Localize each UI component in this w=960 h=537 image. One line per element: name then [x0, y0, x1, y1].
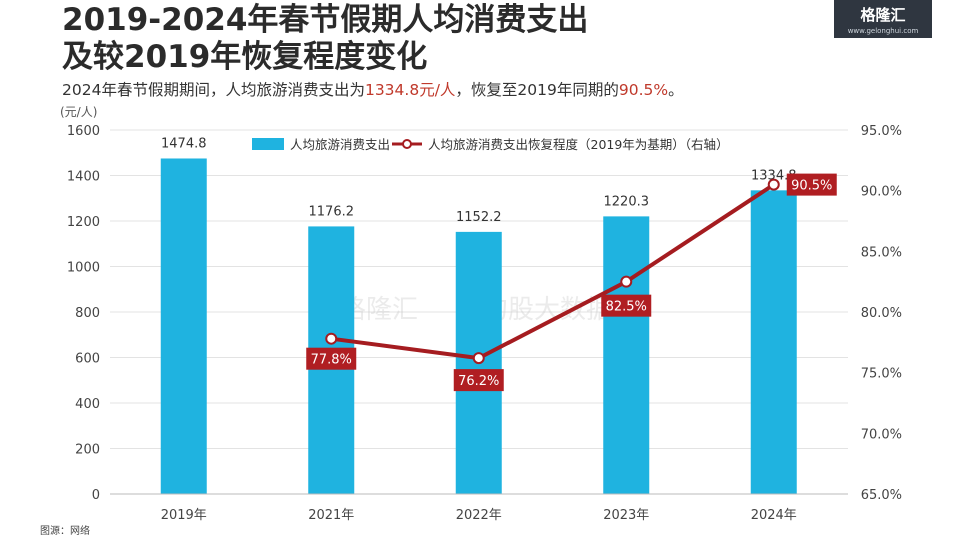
bar-value-label: 1334.8 [751, 168, 797, 183]
logo-url: www.gelonghui.com [847, 26, 919, 35]
x-tick-label: 2019年 [161, 508, 207, 523]
right-tick-label: 90.0% [861, 185, 902, 200]
legend-swatch-bar [252, 138, 284, 150]
right-tick-label: 75.0% [861, 367, 902, 382]
line-value-badge [786, 173, 837, 196]
right-tick-label: 70.0% [861, 427, 902, 442]
subtitle-highlight-spend: 1334.8元/人 [364, 81, 456, 99]
left-tick-label: 800 [75, 306, 100, 321]
subtitle-part-2: ，恢复至2019年同期的 [455, 81, 619, 99]
x-axis-ticks: 2019年 2021年 2022年 2023年 2024年 [110, 493, 848, 523]
x-tick-label: 2022年 [456, 508, 502, 523]
left-tick-label: 1400 [67, 170, 100, 185]
left-tick-label: 1600 [67, 124, 100, 139]
line-point [767, 178, 780, 191]
right-tick-label: 80.0% [861, 306, 902, 321]
bar [750, 190, 797, 494]
line-value-badge [453, 369, 504, 392]
left-axis-unit: (元/人) [60, 105, 98, 119]
line-value-label: 82.5% [606, 300, 647, 315]
left-axis-ticks: 0 200 400 600 800 1000 1200 1400 1600 [67, 124, 100, 503]
legend-label-bar: 人均旅游消费支出 [290, 137, 390, 152]
line-series: 77.8% 76.2% 82.5% 90.5% [306, 173, 837, 392]
legend-swatch-marker [402, 139, 412, 149]
line-value-badge [601, 294, 652, 317]
line-value-label: 76.2% [458, 374, 499, 389]
right-tick-label: 65.0% [861, 488, 902, 503]
chart-title: 2019-2024年春节假期人均消费支出 及较2019年恢复程度变化 [62, 2, 588, 76]
x-tick-label: 2024年 [751, 508, 797, 523]
x-tick-label: 2021年 [308, 508, 354, 523]
right-axis-ticks: 65.0% 70.0% 75.0% 80.0% 85.0% 90.0% 95.0% [861, 124, 902, 503]
subtitle-part-3: 。 [668, 81, 684, 99]
logo-text: 格隆汇 [860, 5, 906, 24]
source-note: 图源：网络 [40, 526, 90, 537]
line-path [330, 182, 775, 361]
left-tick-label: 600 [75, 352, 100, 367]
bar-series: 1474.8 1176.2 1152.2 1220.3 1334.8 [160, 136, 797, 495]
title-line-2: 及较2019年恢复程度变化 [62, 39, 428, 75]
left-tick-label: 1200 [67, 215, 100, 230]
left-tick-label: 200 [75, 443, 100, 458]
subtitle-highlight-pct: 90.5% [618, 81, 669, 99]
line-point [620, 275, 633, 288]
bar [603, 216, 650, 494]
bar-value-label: 1152.2 [456, 210, 502, 225]
legend: 人均旅游消费支出 人均旅游消费支出恢复程度（2019年为基期）（右轴） [252, 137, 729, 152]
line-point [325, 332, 338, 345]
x-tick-label: 2023年 [603, 508, 649, 523]
subtitle-part-1: 2024年春节假期期间，人均旅游消费支出为 [62, 81, 365, 99]
line-value-label: 90.5% [791, 179, 832, 194]
left-tick-label: 0 [92, 488, 100, 503]
bar-value-label: 1176.2 [309, 204, 355, 219]
line-value-badge [306, 347, 357, 370]
right-tick-label: 95.0% [861, 124, 902, 139]
bar-value-label: 1474.8 [161, 136, 207, 151]
right-tick-label: 85.0% [861, 245, 902, 260]
bar [160, 158, 207, 494]
left-tick-label: 400 [75, 397, 100, 412]
legend-label-line: 人均旅游消费支出恢复程度（2019年为基期）（右轴） [428, 137, 729, 152]
line-value-label: 77.8% [311, 353, 352, 368]
title-line-1: 2019-2024年春节假期人均消费支出 [62, 2, 589, 38]
bar-value-label: 1220.3 [604, 194, 650, 209]
brand-logo: 格隆汇 www.gelonghui.com [834, 0, 932, 38]
left-tick-label: 1000 [67, 261, 100, 276]
chart-subtitle: 2024年春节假期期间，人均旅游消费支出为1334.8元/人，恢复至2019年同… [62, 78, 684, 100]
line-point [472, 352, 485, 365]
